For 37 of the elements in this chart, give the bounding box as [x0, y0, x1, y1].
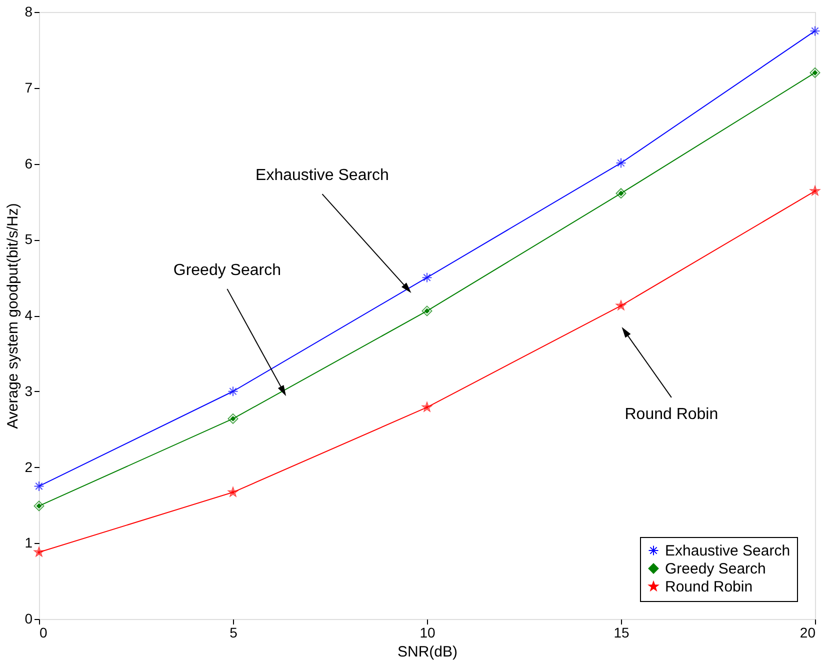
point — [616, 158, 626, 168]
y-tick-label: 0 — [24, 610, 33, 626]
y-tick-label: 8 — [24, 4, 33, 20]
y-tick-label: 3 — [24, 382, 33, 399]
point — [228, 487, 238, 497]
x-axis-title: SNR(dB) — [397, 644, 458, 660]
annotation: Round Robin — [624, 406, 718, 424]
point — [34, 480, 44, 492]
y-tick-label: 5 — [24, 231, 33, 248]
y-tick-label: 1 — [24, 534, 33, 551]
y-tick-label: 2 — [24, 458, 33, 475]
x-tick-label: 20 — [800, 624, 816, 640]
point — [228, 413, 238, 424]
point — [422, 306, 432, 316]
x-tick-label: 5 — [230, 624, 238, 640]
legend-label: Exhaustive Search — [665, 542, 790, 560]
y-tick-label: 6 — [24, 155, 33, 172]
point — [422, 272, 432, 283]
point — [810, 26, 820, 36]
point — [810, 67, 820, 78]
point — [34, 546, 44, 557]
y-tick-label: 7 — [24, 79, 33, 96]
x-tick-label: 10 — [420, 624, 436, 640]
point — [616, 300, 626, 310]
x-tick-label: 0 — [40, 624, 48, 640]
y-tick-label: 4 — [24, 307, 33, 323]
annotation: Exhaustive Search — [256, 167, 389, 184]
point — [810, 186, 820, 196]
legend-label: Round Robin — [665, 578, 753, 596]
point — [228, 386, 238, 397]
point — [616, 188, 626, 199]
annotation: Greedy Search — [173, 262, 281, 279]
point — [34, 500, 44, 512]
y-axis-title: Average system goodput(bit/s/Hz) — [4, 203, 22, 429]
x-tick-label: 15 — [614, 624, 630, 640]
point — [422, 402, 432, 412]
legend-label: Greedy Search — [665, 560, 766, 578]
